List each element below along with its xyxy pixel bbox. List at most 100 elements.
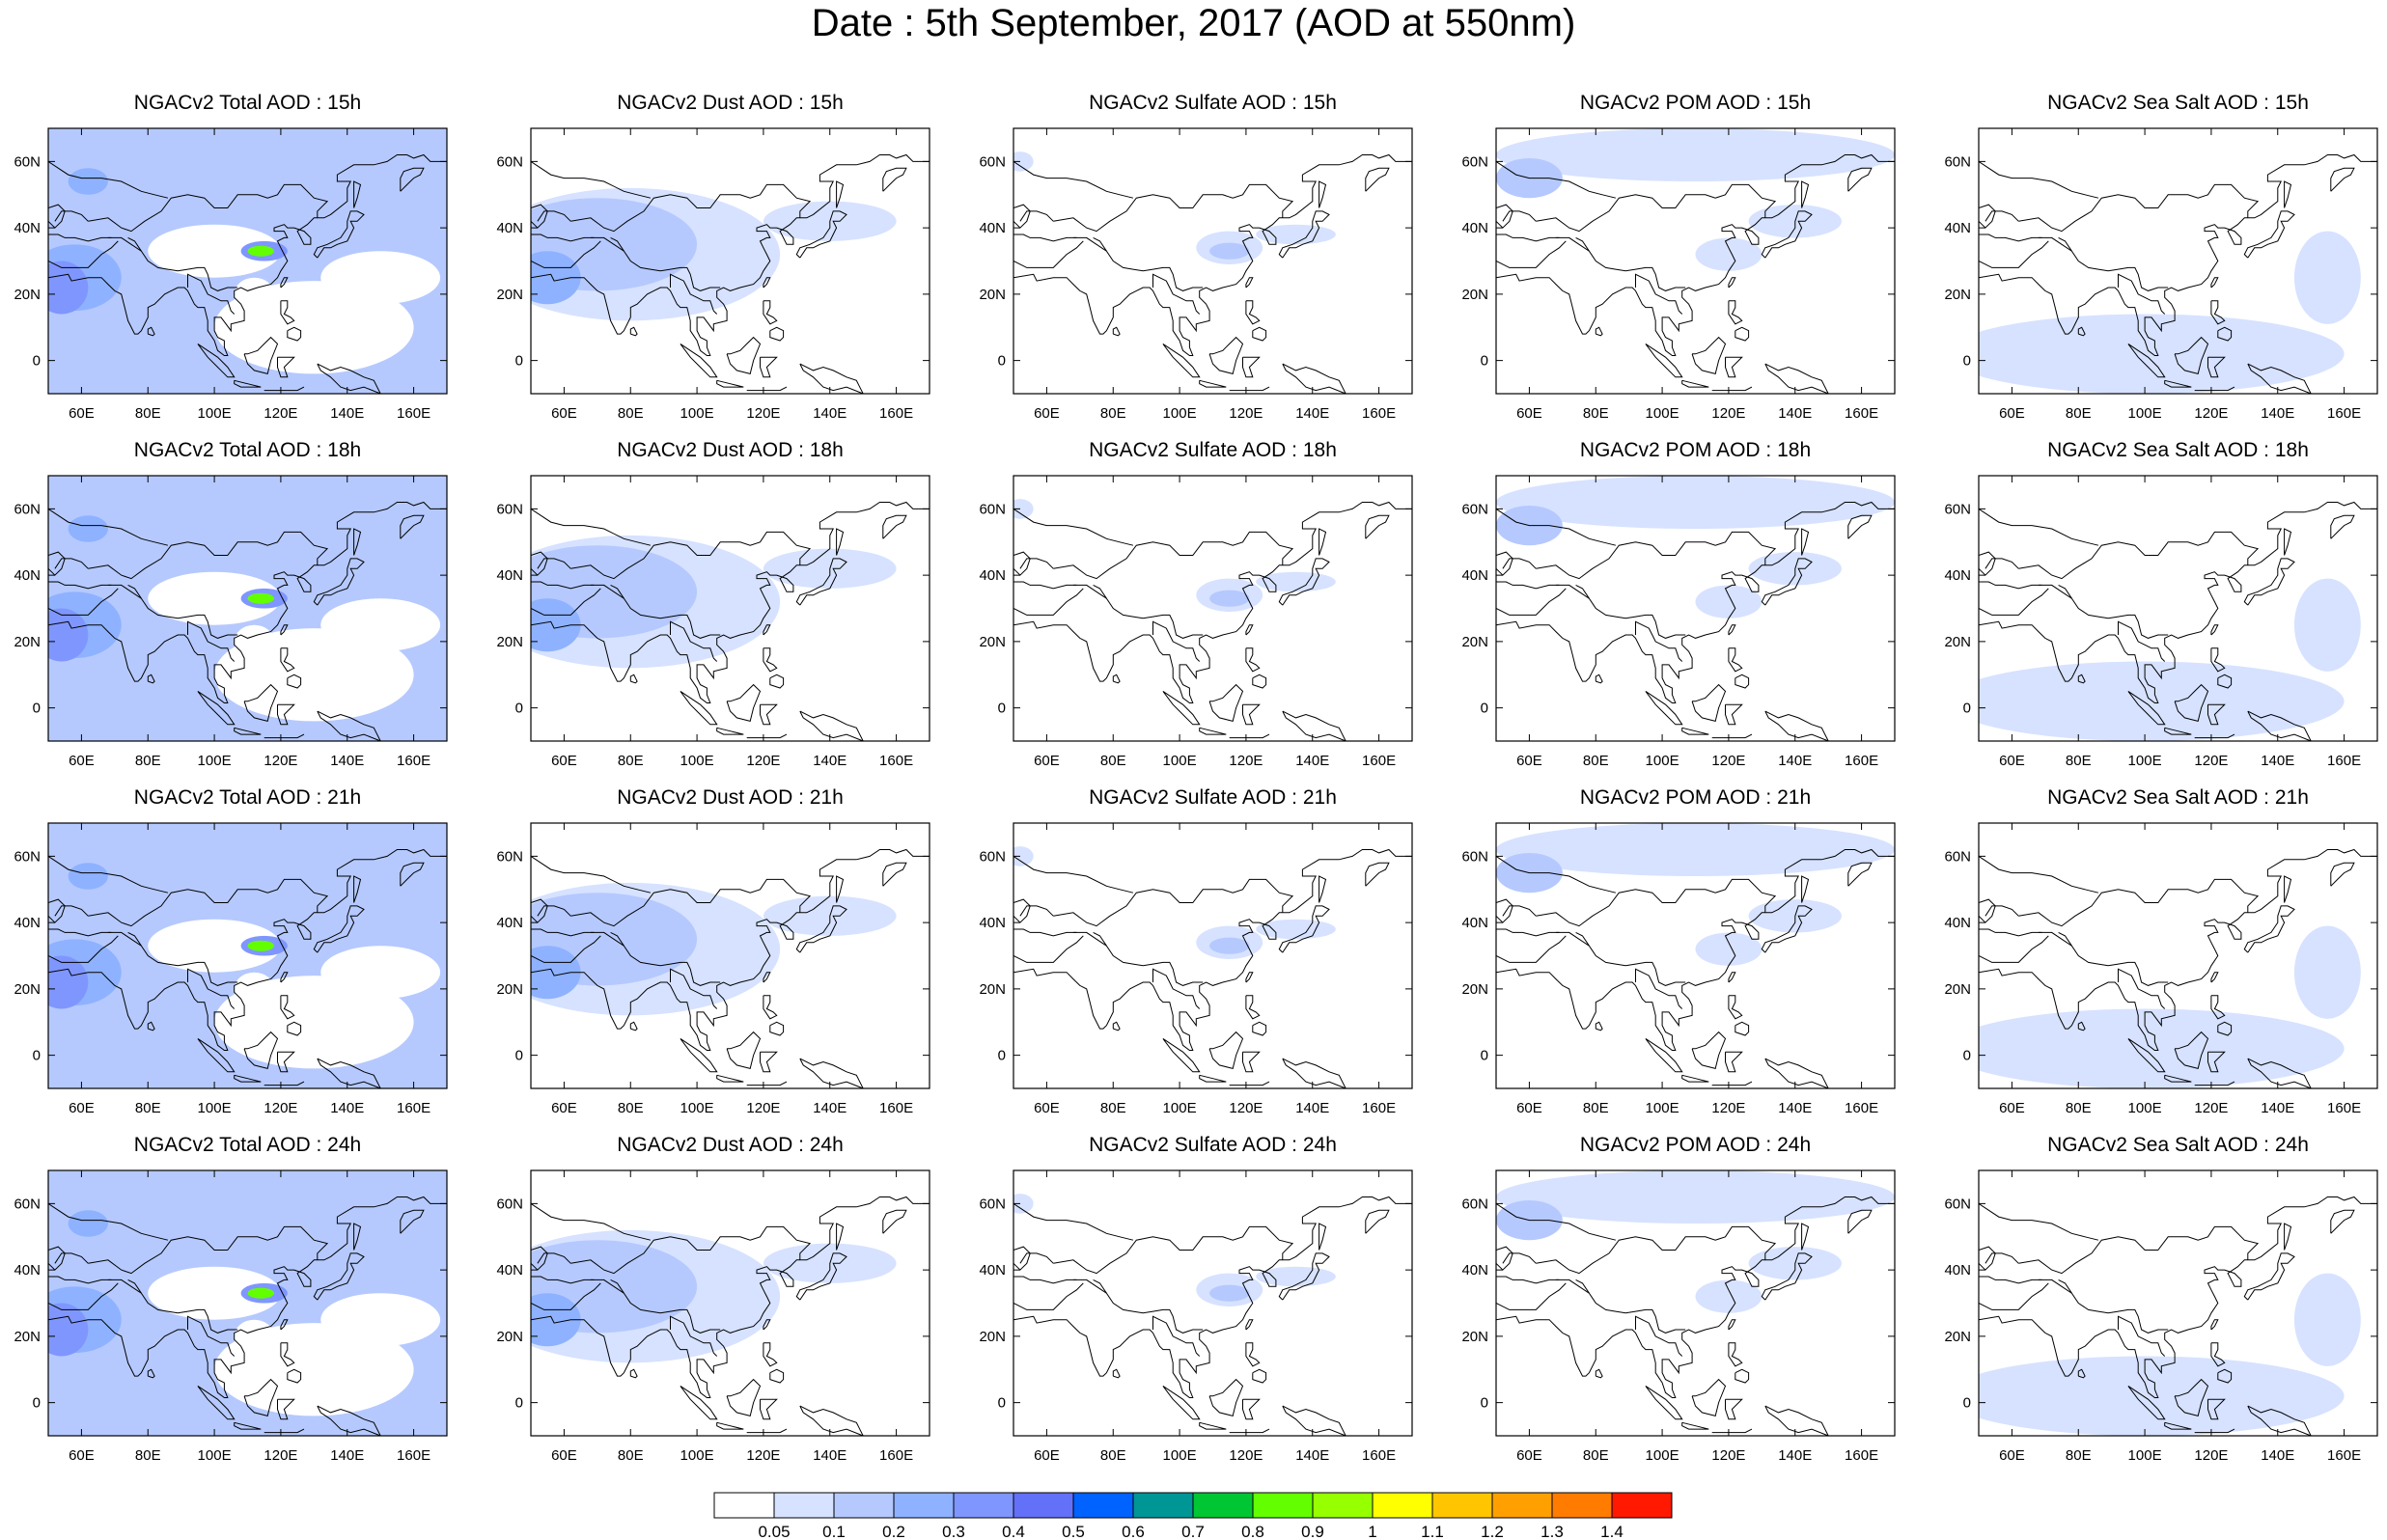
- y-tick-label: 20N: [1461, 287, 1488, 303]
- colorbar-swatch: [1312, 1492, 1374, 1519]
- x-tick-label: 160E: [1845, 753, 1878, 769]
- coastline: [1282, 1058, 1346, 1088]
- coastline: [531, 588, 601, 616]
- x-tick-label: 100E: [1646, 1447, 1679, 1464]
- coastline: [48, 1196, 447, 1398]
- x-tick-label: 140E: [330, 405, 364, 422]
- coastline: [2127, 343, 2166, 378]
- coastline: [1555, 931, 1686, 986]
- coastline: [1691, 683, 1727, 723]
- coastline: [243, 683, 279, 723]
- map-panel: 60E 80E 100E 120E 140E 160E 60N 40N 20N 0: [1461, 1169, 1896, 1464]
- colorbar-swatch: [713, 1492, 775, 1519]
- coastline: [769, 674, 785, 689]
- y-tick-label: 40N: [979, 220, 1006, 236]
- x-tick-label: 120E: [746, 405, 780, 422]
- x-tick-label: 60E: [551, 1447, 577, 1464]
- coastline: [1728, 1319, 1736, 1331]
- map-panel: 60E 80E 100E 120E 140E 160E 60N 40N 20N 0: [496, 822, 930, 1116]
- x-tick-label: 100E: [2128, 1100, 2162, 1116]
- coastline: [197, 1037, 236, 1073]
- map-frame: [1978, 475, 2378, 742]
- coastline: [88, 1225, 329, 1275]
- coastline: [746, 1428, 788, 1434]
- map-panel: 60E 80E 100E 120E 140E 160E 60N 40N 20N 0: [979, 475, 1413, 769]
- coastline: [1496, 551, 1513, 576]
- coastline: [1728, 995, 1743, 1020]
- coastline: [1681, 379, 1709, 388]
- coastline: [197, 690, 236, 726]
- panel-title: NGACv2 Dust AOD : 18h: [617, 439, 844, 461]
- coastlines: [1979, 848, 2377, 1088]
- coastline: [1013, 935, 1084, 963]
- x-tick-label: 80E: [135, 405, 161, 422]
- coastline: [353, 1223, 362, 1251]
- coastline: [1242, 703, 1261, 726]
- coastline: [1847, 862, 1873, 887]
- coastline: [1979, 551, 1996, 576]
- map-frame: [1978, 1169, 2378, 1437]
- coastline: [1979, 501, 2377, 703]
- coastline: [48, 928, 112, 937]
- coastline: [2118, 620, 2166, 662]
- map-frame: [530, 127, 930, 395]
- coastline: [795, 1252, 847, 1301]
- aod-peak: [247, 1287, 275, 1299]
- coastline: [127, 1279, 142, 1294]
- coastline: [726, 336, 762, 375]
- coastline: [1229, 386, 1270, 392]
- map-panel: 60E 80E 100E 120E 140E 160E 60N 40N 20N 0: [979, 127, 1413, 422]
- coastline: [1365, 167, 1390, 192]
- coastline: [1229, 733, 1270, 739]
- coastline: [353, 875, 362, 903]
- aod-clean-area: [234, 1319, 275, 1354]
- coastline: [769, 1021, 785, 1036]
- x-tick-label: 60E: [551, 1100, 577, 1116]
- coastline: [1979, 1196, 2377, 1398]
- x-tick-label: 160E: [397, 1447, 430, 1464]
- coastline: [1245, 1342, 1261, 1367]
- coastline: [2284, 528, 2292, 556]
- coastline: [1072, 1279, 1204, 1334]
- coastlines: [1496, 848, 1895, 1088]
- aod-field: [1979, 661, 2345, 741]
- coastline: [1162, 343, 1201, 378]
- panel-title: NGACv2 Total AOD : 18h: [133, 439, 362, 461]
- aod-dust-core: [531, 946, 581, 1000]
- coastline: [610, 236, 625, 252]
- x-tick-label: 140E: [2261, 753, 2294, 769]
- coastline: [1502, 210, 1537, 222]
- coastline: [1278, 905, 1330, 953]
- coastline: [531, 1282, 601, 1310]
- map-frame: [530, 822, 930, 1089]
- coastline: [2194, 1428, 2235, 1434]
- x-tick-label: 140E: [1295, 1447, 1329, 1464]
- coastline: [1979, 508, 2099, 546]
- coastline: [48, 508, 169, 546]
- coastline: [48, 1276, 112, 1284]
- coastline: [48, 204, 66, 229]
- x-tick-label: 160E: [2327, 753, 2361, 769]
- y-tick-label: 60N: [496, 501, 523, 517]
- coastline: [1019, 1252, 1054, 1264]
- x-tick-label: 120E: [1711, 1447, 1745, 1464]
- x-tick-label: 80E: [1100, 753, 1126, 769]
- coastline: [1575, 1279, 1590, 1294]
- coastline: [48, 1246, 66, 1271]
- coastline: [48, 1282, 119, 1310]
- aod-layer: [1496, 476, 1895, 619]
- coastline: [48, 501, 447, 703]
- coastline: [1496, 160, 1617, 199]
- y-tick-label: 20N: [1944, 634, 1971, 650]
- coastline: [1496, 1196, 1895, 1398]
- coastline: [1635, 1315, 1683, 1357]
- x-tick-label: 100E: [680, 1100, 714, 1116]
- map-frame: [1013, 822, 1413, 1089]
- y-tick-label: 20N: [979, 287, 1006, 303]
- coastline: [1245, 972, 1254, 983]
- coastline: [1728, 972, 1736, 983]
- coastline: [1112, 326, 1121, 337]
- coastline: [746, 733, 788, 739]
- x-tick-label: 60E: [1999, 1100, 2025, 1116]
- coastline: [746, 1081, 788, 1086]
